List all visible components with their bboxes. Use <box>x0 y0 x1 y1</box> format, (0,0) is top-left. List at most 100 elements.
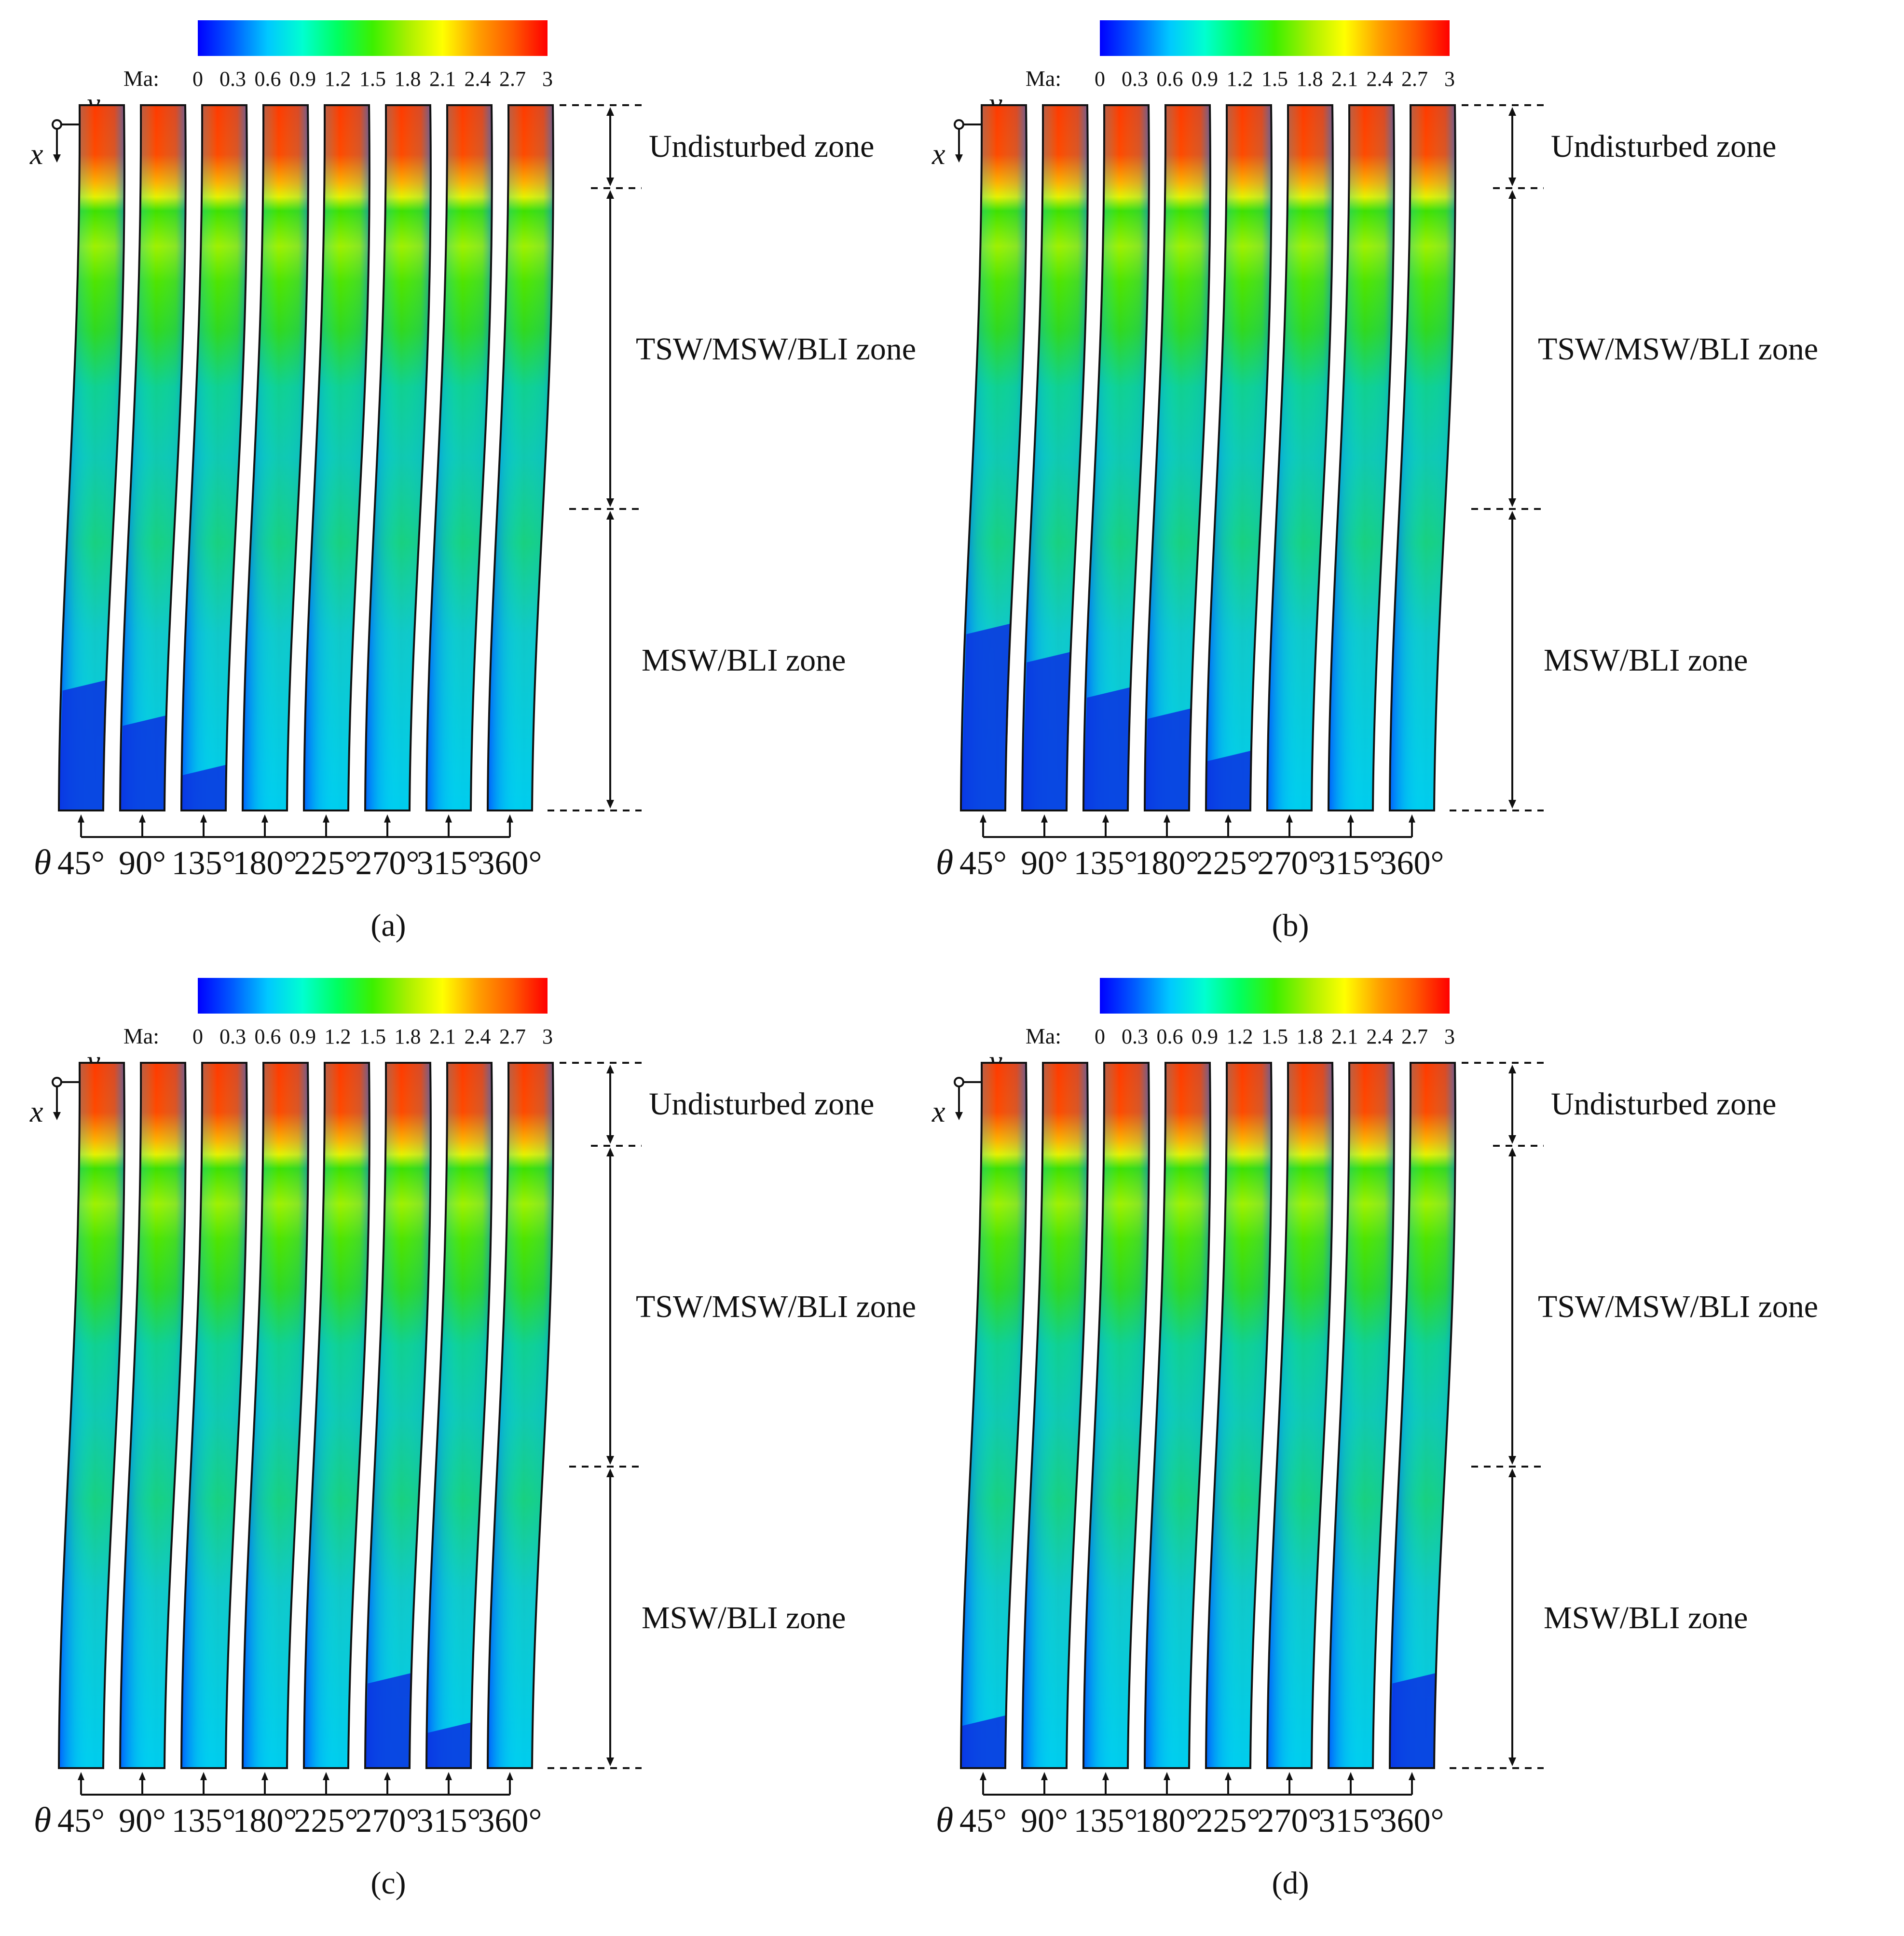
channel <box>57 104 125 811</box>
channel-boundary-layer <box>1206 1063 1272 1768</box>
low-speed-region <box>1022 651 1071 810</box>
channel-outline <box>302 104 370 811</box>
channel-boundary-layer <box>304 105 370 810</box>
channel-outline <box>1327 1062 1395 1769</box>
zone-label-msw: MSW/BLI zone <box>642 643 846 678</box>
channel-outline <box>425 104 493 811</box>
flow-arrowhead <box>445 1772 452 1780</box>
channel-outline <box>425 1062 493 1769</box>
zone-arrowhead <box>606 511 614 520</box>
colorbar-tick-label: 3 <box>1444 1025 1455 1048</box>
channel-boundary-layer <box>961 1063 1027 1768</box>
zone-arrowhead <box>1508 498 1516 507</box>
colorbar-tick-label: 1.2 <box>325 1025 351 1048</box>
colorbar-tick-label: 2.4 <box>465 1025 491 1048</box>
channel-outline <box>1082 104 1150 811</box>
colorbar <box>1100 20 1450 56</box>
colorbar-tick-label: 0.6 <box>255 67 281 91</box>
angle-label: 45° <box>959 845 1007 882</box>
low-speed-region <box>961 1715 1007 1768</box>
colorbar-tick-label: 1.8 <box>395 1025 421 1048</box>
channel-boundary-layer <box>120 105 186 810</box>
zone-arrowhead <box>1508 1758 1516 1766</box>
colorbar-tick-label: 3 <box>1444 67 1455 91</box>
channel-outline <box>1082 1062 1150 1769</box>
colorbar-tick-label: 2.7 <box>499 1025 526 1048</box>
zone-arrowhead <box>1508 1469 1516 1477</box>
channel-boundary-layer <box>120 1063 186 1768</box>
flow-arrowhead <box>78 1772 84 1780</box>
channel <box>1388 104 1456 811</box>
channel-outline <box>959 1062 1027 1769</box>
flow-arrowhead <box>139 1772 146 1780</box>
low-speed-region <box>120 715 167 810</box>
zone-label-undisturbed: Undisturbed zone <box>649 1086 874 1122</box>
flow-arrowhead <box>1286 1772 1293 1780</box>
zone-arrowhead <box>606 1758 614 1766</box>
colorbar-tick-label: 3 <box>542 67 553 91</box>
colorbar-tick-label: 2.7 <box>1401 1025 1428 1048</box>
angle-label: 360° <box>478 845 542 882</box>
channel <box>1021 104 1089 811</box>
panel-label: (c) <box>370 1866 406 1901</box>
angle-label: 225° <box>294 845 358 882</box>
flow-arrowhead <box>261 814 268 823</box>
channel <box>959 104 1027 811</box>
theta-symbol: θ <box>34 843 51 882</box>
angle-label: 180° <box>1135 1802 1199 1840</box>
colorbar <box>198 978 548 1014</box>
channel <box>241 104 309 811</box>
channel-boundary-layer <box>243 1063 308 1768</box>
channel-boundary-layer <box>1083 1063 1149 1768</box>
zone-arrowhead <box>1508 1135 1516 1144</box>
zone-arrowhead <box>606 1135 614 1144</box>
channel-outline <box>119 1062 187 1769</box>
channel <box>1021 1062 1089 1769</box>
channel <box>1266 1062 1334 1769</box>
channel-boundary-layer <box>1145 1063 1210 1768</box>
channel <box>425 1062 493 1769</box>
low-speed-region <box>59 680 107 810</box>
channel <box>302 1062 370 1769</box>
channel-outline <box>1205 1062 1273 1769</box>
zone-arrowhead <box>606 178 614 186</box>
axis-origin <box>954 1077 964 1087</box>
channel-outline <box>959 104 1027 811</box>
colorbar-label: Ma: <box>123 1024 159 1048</box>
channel <box>1143 1062 1211 1769</box>
zone-arrowhead <box>1508 190 1516 199</box>
channel-boundary-layer <box>1022 1063 1088 1768</box>
colorbar-tick-label: 1.5 <box>1261 1025 1288 1048</box>
colorbar-tick-label: 0.9 <box>289 1025 316 1048</box>
flow-arrowhead <box>980 1772 986 1780</box>
channel-outline <box>1388 104 1456 811</box>
zone-label-msw: MSW/BLI zone <box>1544 1600 1748 1635</box>
channel <box>57 1062 125 1769</box>
channel <box>180 104 248 811</box>
x-axis-label: x <box>29 1096 43 1128</box>
channel-outline <box>364 104 432 811</box>
channel-boundary-layer <box>426 1063 492 1768</box>
colorbar-tick-label: 1.2 <box>1227 67 1253 91</box>
flow-arrowhead <box>980 814 986 823</box>
colorbar <box>1100 978 1450 1014</box>
flow-arrowhead <box>323 1772 329 1780</box>
colorbar-tick-label: 2.1 <box>1331 1025 1358 1048</box>
theta-symbol: θ <box>936 1800 953 1840</box>
colorbar-tick-label: 0.9 <box>289 67 316 91</box>
flow-arrowhead <box>507 1772 513 1780</box>
angle-label: 180° <box>233 1802 297 1840</box>
channel-outline <box>486 1062 554 1769</box>
angle-label: 90° <box>1021 1802 1068 1840</box>
flow-arrowhead <box>1286 814 1293 823</box>
x-axis-arrowhead <box>955 154 963 163</box>
colorbar-tick-label: 1.8 <box>395 67 421 91</box>
channel <box>1205 104 1273 811</box>
channel-boundary-layer <box>181 105 247 810</box>
channel-boundary-layer <box>1329 1063 1394 1768</box>
channel-outline <box>57 1062 125 1769</box>
channel-boundary-layer <box>304 1063 370 1768</box>
